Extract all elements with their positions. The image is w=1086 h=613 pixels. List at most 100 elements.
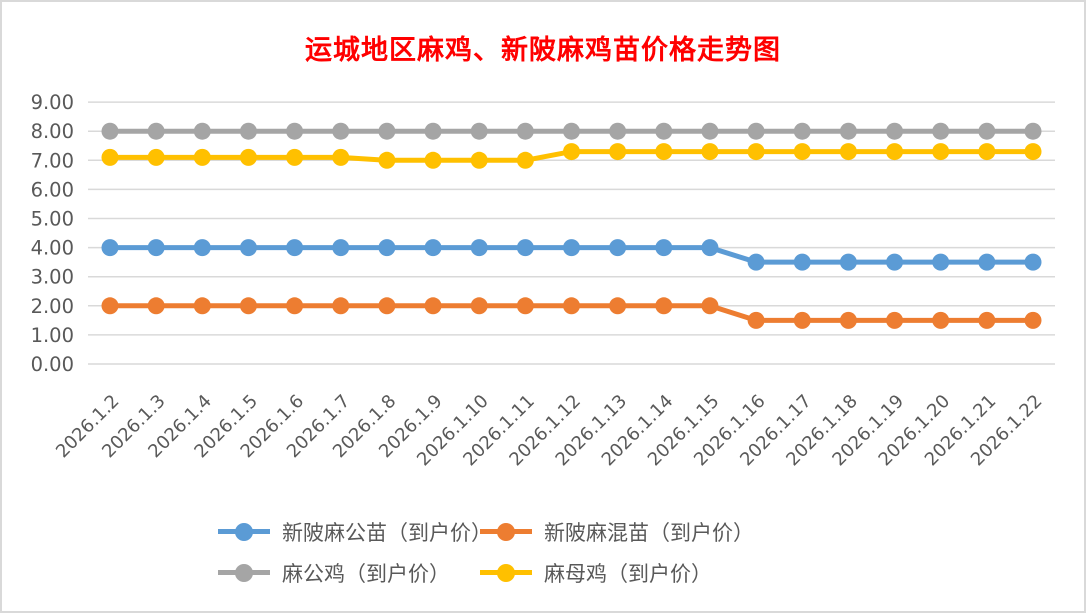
data-point-ma-mu-ji-2026.1.7: [332, 148, 350, 166]
data-point-xinpo-ma-hun-miao-2026.1.17: [793, 311, 811, 329]
data-point-ma-gong-ji-2026.1.6: [286, 122, 304, 140]
series-ma-gong-ji: [101, 122, 1042, 140]
data-point-xinpo-ma-gong-miao-2026.1.2: [101, 239, 119, 257]
data-point-xinpo-ma-hun-miao-2026.1.10: [470, 297, 488, 315]
data-point-xinpo-ma-gong-miao-2026.1.15: [701, 239, 719, 257]
data-point-ma-mu-ji-2026.1.20: [932, 143, 950, 161]
chart-title: 运城地区麻鸡、新陂麻鸡苗价格走势图: [305, 35, 781, 66]
data-point-xinpo-ma-hun-miao-2026.1.22: [1024, 311, 1042, 329]
legend-item-ma-mu-ji: 麻母鸡（到户价）: [480, 558, 742, 588]
data-point-xinpo-ma-gong-miao-2026.1.12: [563, 239, 580, 257]
data-point-xinpo-ma-gong-miao-2026.1.4: [193, 239, 211, 257]
data-point-ma-mu-ji-2026.1.18: [839, 143, 857, 161]
y-tick-label: 2.00: [31, 295, 74, 318]
data-point-ma-gong-ji-2026.1.13: [609, 122, 627, 140]
data-point-xinpo-ma-hun-miao-2026.1.12: [563, 297, 580, 315]
data-point-xinpo-ma-gong-miao-2026.1.22: [1024, 253, 1042, 271]
data-point-ma-gong-ji-2026.1.9: [424, 122, 442, 140]
data-point-xinpo-ma-gong-miao-2026.1.19: [886, 253, 904, 271]
data-point-ma-gong-ji-2026.1.18: [839, 122, 857, 140]
data-point-xinpo-ma-gong-miao-2026.1.5: [239, 239, 257, 257]
data-point-ma-gong-ji-2026.1.22: [1024, 122, 1042, 140]
data-point-xinpo-ma-gong-miao-2026.1.13: [609, 239, 627, 257]
data-point-xinpo-ma-hun-miao-2026.1.20: [932, 311, 950, 329]
data-point-ma-mu-ji-2026.1.13: [609, 143, 627, 161]
y-tick-label: 6.00: [31, 178, 74, 201]
data-point-ma-mu-ji-2026.1.10: [470, 151, 488, 169]
data-point-ma-gong-ji-2026.1.11: [516, 122, 534, 140]
data-point-ma-mu-ji-2026.1.16: [747, 143, 765, 161]
legend-item-xinpo-ma-hun-miao: 新陂麻混苗（到户价）: [480, 517, 754, 547]
data-point-ma-mu-ji-2026.1.3: [147, 148, 165, 166]
legend-label-xinpo-ma-gong-miao: 新陂麻公苗（到户价）: [282, 520, 492, 545]
y-tick-label: 5.00: [31, 208, 74, 231]
y-tick-label: 0.00: [31, 353, 74, 376]
data-point-ma-gong-ji-2026.1.3: [147, 122, 165, 140]
data-point-xinpo-ma-gong-miao-2026.1.6: [286, 239, 304, 257]
data-point-ma-mu-ji-2026.1.4: [193, 148, 211, 166]
legend-item-ma-gong-ji: 麻公鸡（到户价）: [218, 558, 480, 588]
data-point-ma-mu-ji-2026.1.6: [286, 148, 304, 166]
legend-row: 新陂麻公苗（到户价） 新陂麻混苗（到户价）: [218, 511, 778, 552]
data-point-ma-gong-ji-2026.1.8: [378, 122, 396, 140]
legend-item-xinpo-ma-gong-miao: 新陂麻公苗（到户价）: [218, 517, 492, 547]
data-point-ma-mu-ji-2026.1.2: [101, 148, 119, 166]
data-point-ma-mu-ji-2026.1.17: [793, 143, 811, 161]
data-point-ma-gong-ji-2026.1.2: [101, 122, 119, 140]
data-point-xinpo-ma-hun-miao-2026.1.21: [978, 311, 996, 329]
legend-label-ma-mu-ji: 麻母鸡（到户价）: [544, 561, 712, 586]
data-point-xinpo-ma-gong-miao-2026.1.9: [424, 239, 442, 257]
y-tick-label: 4.00: [31, 237, 74, 260]
data-point-ma-mu-ji-2026.1.15: [701, 143, 719, 161]
data-point-ma-mu-ji-2026.1.11: [516, 151, 534, 169]
data-point-ma-gong-ji-2026.1.10: [470, 122, 488, 140]
data-point-ma-mu-ji-2026.1.22: [1024, 143, 1042, 161]
data-point-ma-gong-ji-2026.1.16: [747, 122, 765, 140]
data-point-ma-gong-ji-2026.1.14: [655, 122, 673, 140]
y-tick-label: 3.00: [31, 266, 74, 289]
data-point-xinpo-ma-gong-miao-2026.1.16: [747, 253, 765, 271]
data-point-xinpo-ma-gong-miao-2026.1.18: [839, 253, 857, 271]
legend-label-xinpo-ma-hun-miao: 新陂麻混苗（到户价）: [544, 520, 754, 545]
data-point-ma-gong-ji-2026.1.7: [332, 122, 350, 140]
series-xinpo-ma-hun-miao: [101, 297, 1042, 329]
data-point-xinpo-ma-hun-miao-2026.1.16: [747, 311, 765, 329]
data-point-ma-mu-ji-2026.1.14: [655, 143, 673, 161]
legend: 新陂麻公苗（到户价） 新陂麻混苗（到户价） 麻公鸡（到户价） 麻母鸡（到户价）: [218, 511, 778, 593]
data-point-xinpo-ma-gong-miao-2026.1.10: [470, 239, 488, 257]
data-point-xinpo-ma-hun-miao-2026.1.7: [332, 297, 350, 315]
data-point-ma-mu-ji-2026.1.12: [563, 143, 580, 161]
data-point-ma-mu-ji-2026.1.9: [424, 151, 442, 169]
x-axis-labels: 2026.1.22026.1.32026.1.42026.1.52026.1.6…: [52, 391, 1047, 471]
data-point-xinpo-ma-gong-miao-2026.1.7: [332, 239, 350, 257]
data-point-xinpo-ma-hun-miao-2026.1.13: [609, 297, 627, 315]
data-point-ma-gong-ji-2026.1.17: [793, 122, 811, 140]
data-point-xinpo-ma-hun-miao-2026.1.4: [193, 297, 211, 315]
y-tick-label: 7.00: [31, 149, 74, 172]
data-point-ma-gong-ji-2026.1.4: [193, 122, 211, 140]
y-tick-label: 8.00: [31, 120, 74, 143]
data-point-ma-mu-ji-2026.1.8: [378, 151, 396, 169]
data-point-ma-gong-ji-2026.1.5: [239, 122, 257, 140]
data-point-xinpo-ma-hun-miao-2026.1.19: [886, 311, 904, 329]
data-point-xinpo-ma-hun-miao-2026.1.14: [655, 297, 673, 315]
legend-marker-xinpo-ma-hun-miao: [480, 522, 532, 541]
data-point-ma-gong-ji-2026.1.21: [978, 122, 996, 140]
y-tick-label: 1.00: [31, 324, 74, 347]
data-point-xinpo-ma-gong-miao-2026.1.11: [516, 239, 534, 257]
data-point-xinpo-ma-gong-miao-2026.1.20: [932, 253, 950, 271]
data-point-ma-gong-ji-2026.1.20: [932, 122, 950, 140]
series-ma-mu-ji: [101, 143, 1042, 169]
gridlines: [88, 101, 1055, 365]
data-point-xinpo-ma-hun-miao-2026.1.6: [286, 297, 304, 315]
data-point-xinpo-ma-hun-miao-2026.1.15: [701, 297, 719, 315]
legend-label-ma-gong-ji: 麻公鸡（到户价）: [282, 561, 450, 586]
data-point-xinpo-ma-gong-miao-2026.1.3: [147, 239, 165, 257]
data-point-ma-mu-ji-2026.1.21: [978, 143, 996, 161]
data-point-xinpo-ma-hun-miao-2026.1.11: [516, 297, 534, 315]
data-point-xinpo-ma-hun-miao-2026.1.8: [378, 297, 396, 315]
legend-row: 麻公鸡（到户价） 麻母鸡（到户价）: [218, 552, 778, 593]
y-tick-label: 9.00: [31, 91, 74, 114]
data-point-xinpo-ma-gong-miao-2026.1.14: [655, 239, 673, 257]
